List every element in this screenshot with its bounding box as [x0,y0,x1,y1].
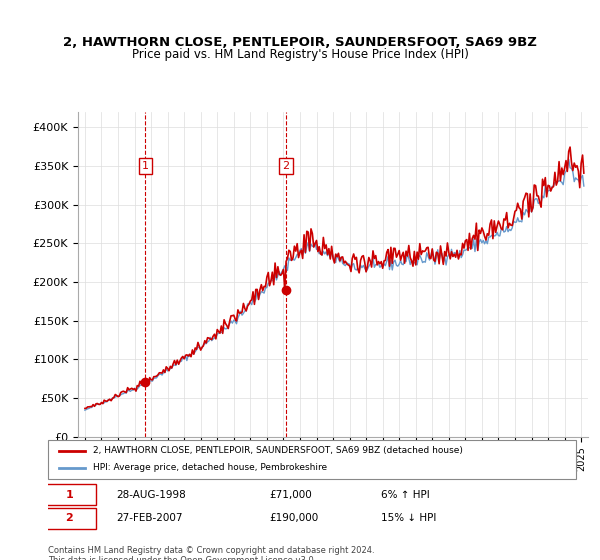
Text: 28-AUG-1998: 28-AUG-1998 [116,489,187,500]
FancyBboxPatch shape [48,440,576,479]
Text: £190,000: £190,000 [270,514,319,524]
Text: £71,000: £71,000 [270,489,313,500]
Text: Price paid vs. HM Land Registry's House Price Index (HPI): Price paid vs. HM Land Registry's House … [131,48,469,60]
FancyBboxPatch shape [43,484,95,505]
Text: 2: 2 [283,161,290,171]
Text: 15% ↓ HPI: 15% ↓ HPI [380,514,436,524]
Text: 2, HAWTHORN CLOSE, PENTLEPOIR, SAUNDERSFOOT, SA69 9BZ: 2, HAWTHORN CLOSE, PENTLEPOIR, SAUNDERSF… [63,36,537,49]
Text: 2: 2 [65,514,73,524]
Text: 2, HAWTHORN CLOSE, PENTLEPOIR, SAUNDERSFOOT, SA69 9BZ (detached house): 2, HAWTHORN CLOSE, PENTLEPOIR, SAUNDERSF… [93,446,463,455]
Text: 1: 1 [142,161,149,171]
Text: 6% ↑ HPI: 6% ↑ HPI [380,489,430,500]
Text: 1: 1 [65,489,73,500]
Text: Contains HM Land Registry data © Crown copyright and database right 2024.
This d: Contains HM Land Registry data © Crown c… [48,546,374,560]
Text: 27-FEB-2007: 27-FEB-2007 [116,514,183,524]
Text: HPI: Average price, detached house, Pembrokeshire: HPI: Average price, detached house, Pemb… [93,463,327,472]
FancyBboxPatch shape [43,508,95,529]
